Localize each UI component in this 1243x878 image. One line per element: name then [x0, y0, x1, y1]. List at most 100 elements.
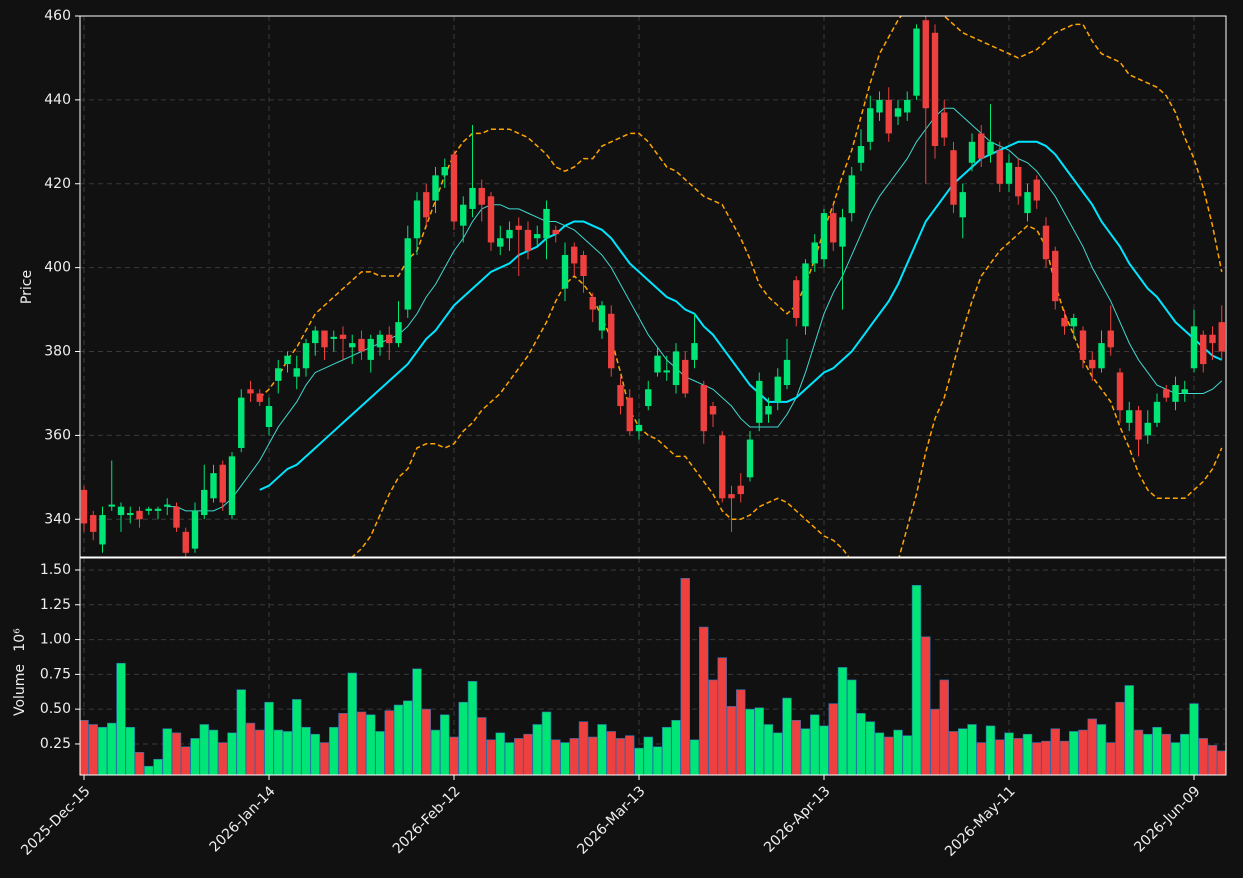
volume-bar: [273, 729, 283, 775]
y-tick-label: 420: [44, 176, 71, 192]
volume-bar: [736, 689, 746, 775]
volume-bar: [97, 726, 108, 775]
volume-bar: [726, 706, 737, 775]
volume-bar: [689, 739, 700, 775]
candle-body: [1079, 330, 1087, 360]
candle-body: [164, 504, 171, 507]
candle-body: [1153, 401, 1161, 423]
volume-bar: [948, 731, 959, 775]
volume-bar: [541, 711, 552, 775]
volume-bar: [578, 721, 589, 775]
candle-body: [173, 506, 180, 528]
volume-bar: [292, 699, 302, 775]
candle-body: [450, 154, 458, 222]
y-tick-label: 0.75: [40, 666, 71, 682]
candle-body: [978, 133, 985, 159]
candle-body: [802, 263, 809, 327]
y-tick-label: 440: [44, 92, 71, 108]
volume-bar: [680, 578, 690, 775]
candle-body: [700, 385, 707, 432]
candle-body: [247, 389, 254, 394]
volume-bar: [551, 739, 561, 775]
candle-body: [312, 330, 319, 344]
volume-bar: [384, 710, 394, 775]
volume-bar: [319, 742, 330, 775]
volume-bar: [976, 742, 986, 775]
volume-bar: [1161, 733, 1171, 775]
candle-body: [617, 385, 624, 407]
candle-body: [996, 150, 1003, 184]
volume-bar: [236, 689, 246, 775]
volume-bar: [902, 735, 912, 775]
volume-bar: [245, 722, 256, 775]
volume-bar: [199, 724, 209, 775]
volume-bar: [939, 679, 949, 775]
candle-body: [90, 515, 97, 532]
candle-body: [654, 355, 661, 373]
candle-body: [598, 305, 606, 331]
volume-bar: [1198, 738, 1208, 775]
price-frame: [79, 15, 1227, 558]
volume-bar: [430, 729, 441, 775]
volume-bar: [1189, 703, 1199, 775]
candle-body: [811, 242, 818, 264]
candle-body: [413, 200, 421, 239]
candle-body: [404, 238, 411, 310]
candle-body: [867, 108, 874, 142]
candle-body: [1172, 385, 1179, 402]
candle-body: [293, 368, 300, 377]
candle-body: [154, 508, 162, 511]
volume-bar: [1041, 740, 1051, 775]
candle-body: [99, 515, 106, 545]
volume-bar: [458, 701, 468, 775]
volume-bar: [125, 726, 135, 775]
volume-bar: [828, 703, 838, 775]
volume-bar: [153, 758, 163, 775]
candle-body: [238, 397, 245, 448]
volume-bar: [893, 729, 903, 775]
volume-plot: [80, 578, 1226, 775]
volume-bar: [652, 746, 663, 775]
candle-body: [441, 166, 448, 176]
volume-bar: [662, 726, 672, 775]
y-tick-label: 1.25: [40, 597, 71, 613]
volume-bar: [1087, 718, 1097, 775]
volume-bar: [643, 736, 653, 775]
candle-body: [367, 338, 374, 360]
candle-body: [349, 343, 356, 348]
y-tick-label: 1.00: [40, 632, 71, 648]
candle-body: [728, 494, 735, 499]
volume-bar: [967, 724, 977, 775]
candle-body: [1033, 179, 1040, 201]
volume-bar: [1207, 745, 1218, 775]
candle-body: [904, 99, 911, 113]
volume-bar: [347, 672, 357, 775]
volume-bar: [495, 732, 505, 775]
volume-bar: [375, 731, 385, 775]
candle-body: [968, 141, 976, 163]
volume-bar: [856, 713, 866, 775]
candle-body: [719, 435, 726, 499]
volume-bar: [255, 729, 265, 775]
volume-bar: [338, 713, 348, 775]
candle-body: [950, 150, 957, 205]
volume-bar: [88, 724, 98, 775]
volume-bar: [310, 733, 320, 775]
y-tick-label: 400: [44, 260, 71, 276]
candle-body: [275, 368, 282, 381]
candle-body: [672, 351, 680, 386]
volume-bar: [449, 736, 459, 775]
volume-bar: [1180, 733, 1190, 775]
volume-bar: [1170, 742, 1181, 775]
candle-body: [1061, 317, 1068, 327]
volume-bar: [366, 714, 376, 775]
candle-body: [580, 255, 587, 277]
volume-bar: [995, 739, 1005, 775]
candle-body: [321, 330, 328, 348]
y-tick-label: 340: [44, 511, 71, 527]
candle-body: [737, 485, 744, 495]
candle-body: [376, 334, 384, 348]
volume-bar: [985, 725, 996, 775]
volume-bar: [606, 731, 616, 775]
volume-bar: [884, 736, 894, 775]
